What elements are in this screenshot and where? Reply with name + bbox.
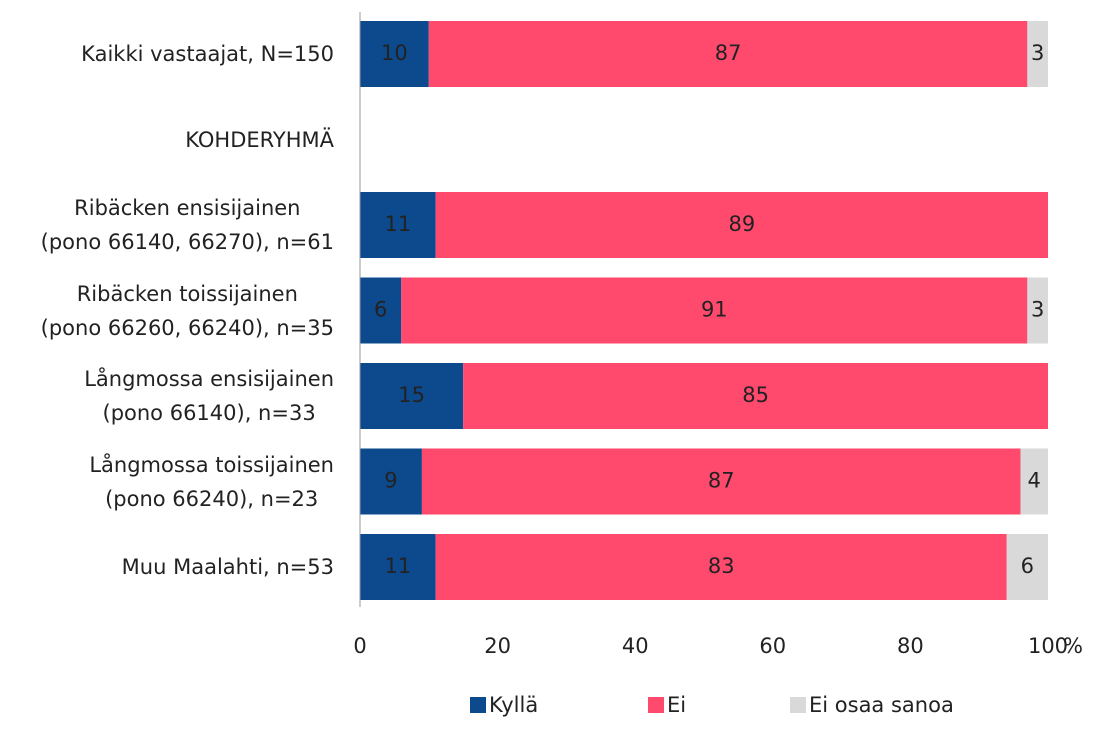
bar xyxy=(360,277,402,344)
bar xyxy=(1027,21,1048,87)
x-tick-label: 80 xyxy=(897,634,924,658)
legend-label: Kyllä xyxy=(489,693,538,717)
y-tick-label: Kaikki vastaajat, N=150 xyxy=(81,42,334,66)
y-tick-label: Långmossa ensisijainen (pono 66140), n=3… xyxy=(84,367,334,425)
legend-swatch xyxy=(470,697,486,713)
data-label: 3 xyxy=(1031,298,1044,322)
legend-swatch xyxy=(648,697,664,713)
data-label: 87 xyxy=(708,469,735,493)
bar xyxy=(360,448,422,515)
data-label: 85 xyxy=(742,383,769,407)
bar xyxy=(1020,448,1048,515)
x-tick-label: 100 xyxy=(1028,634,1068,658)
y-tick-label: Ribäcken ensisijainen (pono 66140, 66270… xyxy=(40,196,334,254)
legend-label: Ei osaa sanoa xyxy=(809,693,954,717)
data-label: 9 xyxy=(384,469,397,493)
x-tick-label: 0 xyxy=(353,634,366,658)
bar xyxy=(360,21,429,87)
bar xyxy=(463,363,1048,429)
legend-swatch xyxy=(790,697,806,713)
data-label: 11 xyxy=(384,212,411,236)
bar xyxy=(435,534,1007,600)
bar xyxy=(360,192,436,258)
bar xyxy=(1027,277,1048,344)
bar xyxy=(435,192,1048,258)
bar xyxy=(360,363,464,429)
data-label: 11 xyxy=(384,554,411,578)
data-label: 15 xyxy=(398,383,425,407)
x-tick-label: 40 xyxy=(622,634,649,658)
data-label: 6 xyxy=(374,298,387,322)
y-tick-label: Ribäcken toissijainen (pono 66260, 66240… xyxy=(40,281,334,340)
data-label: 10 xyxy=(381,41,408,65)
bar xyxy=(421,448,1021,515)
data-label: 83 xyxy=(708,554,735,578)
x-tick-label: 60 xyxy=(759,634,786,658)
bar xyxy=(428,21,1028,87)
x-tick-label: 20 xyxy=(484,634,511,658)
bar xyxy=(401,277,1028,344)
x-axis-label: % xyxy=(1063,634,1083,658)
y-tick-label: Långmossa toissijainen (pono 66240), n=2… xyxy=(89,452,334,511)
y-tick-label: Muu Maalahti, n=53 xyxy=(121,555,334,579)
bar xyxy=(1006,534,1048,600)
legend-label: Ei xyxy=(667,693,686,717)
data-label: 91 xyxy=(701,298,728,322)
data-label: 4 xyxy=(1028,469,1041,493)
y-tick-label: KOHDERYHMÄ xyxy=(185,127,334,152)
data-label: 3 xyxy=(1031,41,1044,65)
data-label: 6 xyxy=(1021,554,1034,578)
data-label: 87 xyxy=(715,41,742,65)
data-label: 89 xyxy=(728,212,755,236)
bar xyxy=(360,534,436,600)
